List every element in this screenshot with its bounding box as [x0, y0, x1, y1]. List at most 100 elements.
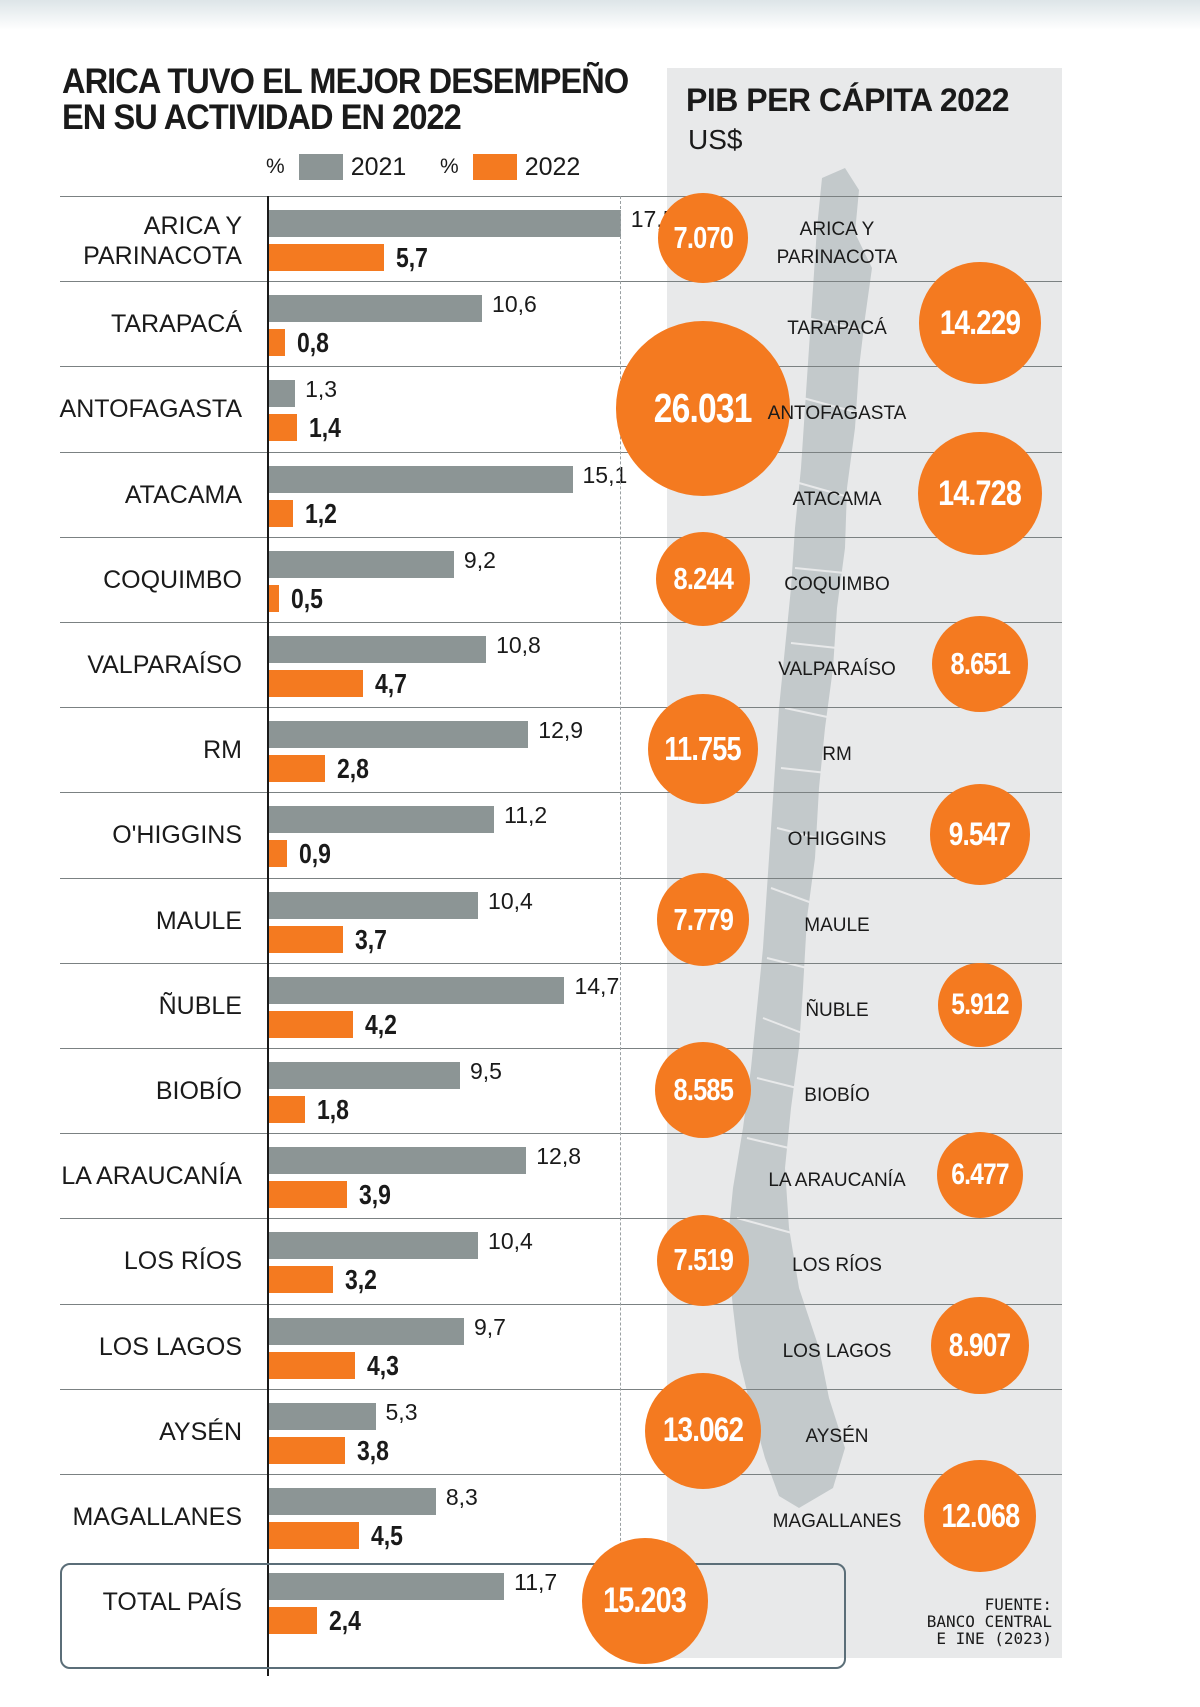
- region-label: LOS RÍOS: [123, 1247, 242, 1276]
- gdp-bubble: 7.519: [657, 1214, 749, 1306]
- bar-2022: [269, 755, 326, 783]
- value-label-2022: 2,8: [337, 753, 370, 785]
- map-region-label: ATACAMA: [792, 488, 882, 510]
- gdp-panel-unit: US$: [688, 124, 743, 155]
- row-separator: [60, 1303, 1062, 1305]
- gdp-bubble-value: 12.068: [941, 1496, 1020, 1534]
- legend-label-2021: 2021: [350, 152, 407, 181]
- row-separator: [60, 622, 1062, 623]
- gdp-bubble: 9.547: [929, 784, 1031, 885]
- region-label: TOTAL PAÍS: [102, 1588, 242, 1617]
- map-region-label: MAGALLANES: [772, 1511, 902, 1532]
- region-label: RM: [203, 736, 242, 765]
- total-pais-box: [60, 1563, 846, 1669]
- legend-swatch-2021: [298, 154, 343, 180]
- gdp-bubble: 8.907: [931, 1296, 1029, 1395]
- value-label-2021: 12,9: [538, 717, 584, 744]
- bar-2022: [269, 1010, 354, 1038]
- value-label-2021: 10,6: [492, 291, 537, 318]
- bar-2021: [269, 1488, 436, 1515]
- gdp-bubble-value: 7.070: [673, 219, 733, 255]
- gdp-bubble-value: 7.519: [673, 1242, 733, 1278]
- gdp-bubble: 8.244: [655, 531, 751, 627]
- bar-2021: [269, 1062, 460, 1089]
- bar-2021: [269, 891, 479, 919]
- gdp-bubble: 15.203: [582, 1538, 708, 1665]
- row-separator: [60, 1048, 1062, 1049]
- value-label-2022: 4,5: [371, 1520, 404, 1551]
- gdp-bubble: 7.779: [656, 873, 750, 966]
- bar-2022: [269, 1266, 334, 1294]
- value-label-2022: 1,4: [309, 412, 342, 444]
- source-line-3: E INE (2023): [936, 1629, 1052, 1648]
- legend-pct-2022: %: [440, 155, 459, 178]
- source-line-2: BANCO CENTRAL: [926, 1612, 1052, 1631]
- value-label-2022: 0,5: [291, 582, 323, 614]
- bar-2021: [269, 550, 454, 578]
- title-line-1: ARICA TUVO EL MEJOR DESEMPEÑO: [62, 62, 629, 101]
- bar-2021: [269, 976, 565, 1004]
- gdp-bubble-value: 9.547: [949, 815, 1011, 852]
- row-separator: [60, 877, 1062, 879]
- value-label-2021: 10,4: [488, 1228, 533, 1255]
- gdp-bubble: 7.070: [658, 193, 748, 283]
- value-label-2022: 4,3: [367, 1349, 400, 1381]
- value-label-2022: 3,9: [359, 1179, 392, 1211]
- title-line-2: EN SU ACTIVIDAD EN 2022: [62, 98, 462, 137]
- legend-item-2021: % 2021: [266, 152, 406, 182]
- bar-2022: [269, 244, 384, 271]
- map-region-label: LOS LAGOS: [782, 1340, 892, 1362]
- value-label-2021: 14,7: [574, 972, 620, 999]
- value-label-2021: 8,3: [445, 1484, 478, 1510]
- bar-2022: [269, 1607, 318, 1635]
- bar-2021: [269, 1402, 376, 1430]
- map-region-label: AYSÉN: [805, 1425, 869, 1447]
- map-region-label: VALPARAÍSO: [778, 659, 896, 680]
- bar-2021: [269, 721, 529, 749]
- bar-2022: [269, 499, 294, 527]
- row-separator: [60, 792, 1062, 794]
- map-region-label: ARICA Y PARINACOTA: [776, 219, 898, 268]
- value-label-2022: 1,8: [317, 1094, 350, 1125]
- bar-2021: [269, 806, 495, 834]
- region-label: ATACAMA: [124, 480, 242, 509]
- bar-2022: [269, 1181, 348, 1209]
- gdp-bubble-value: 8.651: [950, 645, 1010, 681]
- bar-2022: [269, 840, 288, 868]
- value-label-2021: 9,5: [469, 1058, 502, 1084]
- row-separator: [60, 1218, 1062, 1220]
- map-region-label: LOS RÍOS: [792, 1255, 882, 1277]
- row-separator: [60, 1388, 1062, 1390]
- row-separator: [60, 962, 1062, 964]
- legend-item-2022: % 2022: [440, 152, 580, 182]
- row-separator: [60, 366, 1062, 368]
- row-separator: [60, 451, 1062, 453]
- gdp-bubble: 12.068: [924, 1460, 1036, 1572]
- map-region-label: TARAPACÁ: [787, 318, 887, 340]
- row-separator: [60, 196, 1062, 197]
- region-label: VALPARAÍSO: [87, 651, 242, 679]
- bar-2022: [269, 925, 344, 953]
- value-label-2022: 0,8: [297, 327, 330, 359]
- bar-2021: [269, 1573, 505, 1601]
- row-separator: [60, 1474, 1062, 1475]
- bar-2021: [269, 465, 573, 493]
- legend-pct-2021: %: [266, 155, 285, 178]
- bar-2022: [269, 414, 298, 442]
- value-label-2021: 9,2: [463, 546, 496, 573]
- value-label-2022: 2,4: [329, 1605, 362, 1637]
- gdp-bubble-value: 8.244: [673, 560, 733, 596]
- value-label-2022: 1,2: [305, 497, 338, 529]
- region-label: ARICA Y PARINACOTA: [83, 212, 242, 270]
- map-region-label: O'HIGGINS: [787, 829, 887, 851]
- gdp-bubble: 14.229: [919, 262, 1041, 384]
- top-band: [0, 0, 1200, 30]
- region-label: AYSÉN: [159, 1417, 242, 1446]
- gdp-bubble-value: 8.907: [949, 1327, 1011, 1364]
- source-line-1: FUENTE:: [984, 1595, 1052, 1614]
- region-label: LA ARAUCANÍA: [61, 1162, 242, 1191]
- gdp-bubble-value: 6.477: [951, 1158, 1009, 1192]
- gdp-bubble: 13.062: [644, 1372, 762, 1489]
- row-separator: [60, 281, 1062, 283]
- value-label-2022: 4,7: [375, 668, 408, 699]
